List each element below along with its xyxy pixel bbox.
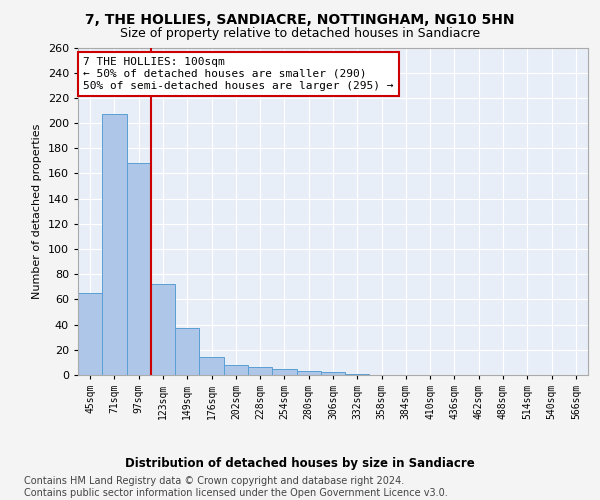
Bar (151, 284, 175, 375)
Bar (248, 368, 272, 375)
Bar (102, 114, 127, 375)
Text: Distribution of detached houses by size in Sandiacre: Distribution of detached houses by size … (125, 458, 475, 470)
Bar (345, 374, 370, 375)
Bar (272, 368, 296, 375)
Bar (199, 358, 224, 375)
Bar (127, 164, 151, 375)
Text: Size of property relative to detached houses in Sandiacre: Size of property relative to detached ho… (120, 28, 480, 40)
Bar (296, 371, 321, 375)
Bar (321, 372, 345, 375)
Text: 7 THE HOLLIES: 100sqm
← 50% of detached houses are smaller (290)
50% of semi-det: 7 THE HOLLIES: 100sqm ← 50% of detached … (83, 58, 394, 90)
Bar (224, 365, 248, 375)
Text: Contains HM Land Registry data © Crown copyright and database right 2024.
Contai: Contains HM Land Registry data © Crown c… (24, 476, 448, 498)
Y-axis label: Number of detached properties: Number of detached properties (32, 124, 42, 299)
Bar (78, 293, 102, 375)
Text: 7, THE HOLLIES, SANDIACRE, NOTTINGHAM, NG10 5HN: 7, THE HOLLIES, SANDIACRE, NOTTINGHAM, N… (85, 12, 515, 26)
Bar (175, 328, 199, 375)
